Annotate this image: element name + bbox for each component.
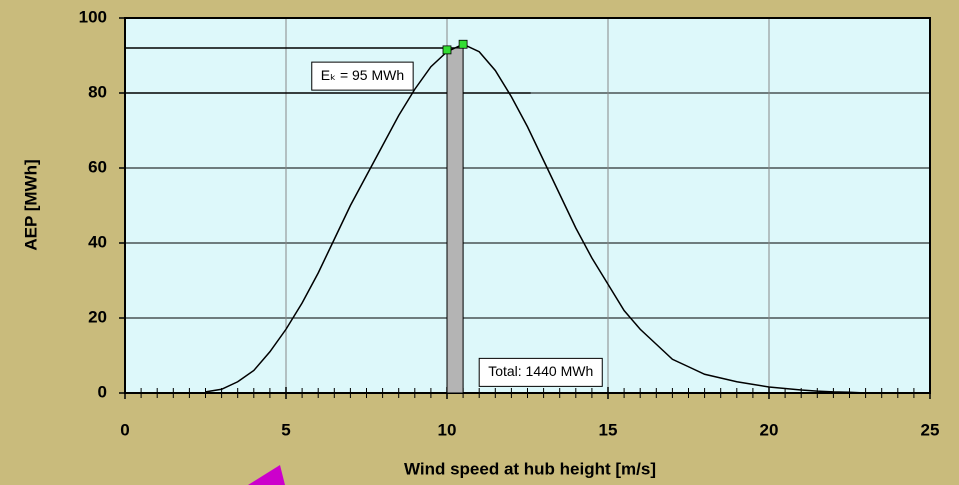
annotation: Total: 1440 MWh xyxy=(488,363,593,379)
y-tick-label: 80 xyxy=(88,82,107,101)
plot-area xyxy=(125,18,930,393)
marker xyxy=(442,45,452,55)
plot-frame xyxy=(124,17,931,394)
x-tick-label: 10 xyxy=(438,420,457,439)
x-axis-label: Wind speed at hub height [m/s] xyxy=(404,459,656,478)
annotation-box xyxy=(311,61,414,91)
line-series xyxy=(205,43,866,394)
marker xyxy=(458,39,468,49)
y-axis-label: AEP [MWh] xyxy=(21,159,40,250)
highlight-bar xyxy=(446,47,464,394)
x-tick-label: 25 xyxy=(921,420,940,439)
annotation: Eₖ = 95 MWh xyxy=(321,67,404,83)
x-tick-label: 20 xyxy=(760,420,779,439)
x-tick-label: 0 xyxy=(120,420,129,439)
y-tick-label: 0 xyxy=(98,382,107,401)
x-tick-label: 5 xyxy=(281,420,290,439)
y-tick-label: 40 xyxy=(88,232,107,251)
x-tick-label: 15 xyxy=(599,420,618,439)
annotation-box xyxy=(478,357,603,387)
y-tick-label: 60 xyxy=(88,157,107,176)
pointer-decoration xyxy=(248,465,285,485)
y-tick-label: 20 xyxy=(88,307,107,326)
y-tick-label: 100 xyxy=(79,7,107,26)
